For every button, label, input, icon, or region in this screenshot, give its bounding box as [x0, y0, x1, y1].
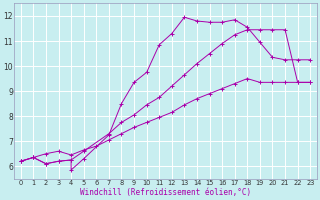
X-axis label: Windchill (Refroidissement éolien,°C): Windchill (Refroidissement éolien,°C): [80, 188, 251, 197]
